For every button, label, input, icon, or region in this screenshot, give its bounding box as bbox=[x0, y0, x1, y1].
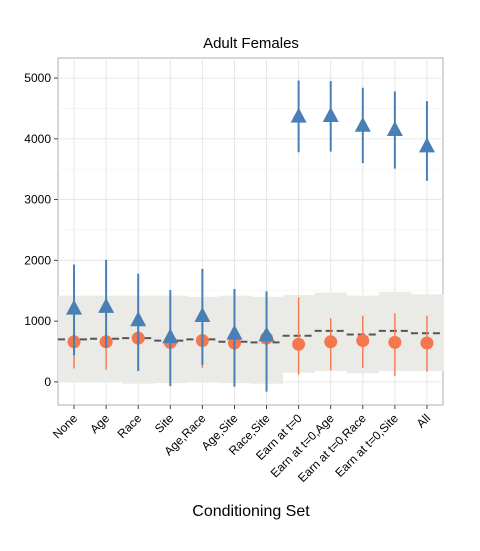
circle-point bbox=[324, 335, 338, 349]
circle-point bbox=[388, 335, 402, 349]
triangle-point bbox=[194, 306, 211, 322]
y-tick-label: 1000 bbox=[24, 314, 51, 328]
triangle-point bbox=[354, 116, 371, 132]
circle-point bbox=[356, 334, 370, 348]
triangle-point bbox=[290, 107, 307, 123]
circle-point bbox=[420, 336, 434, 350]
x-tick-label: All bbox=[414, 411, 433, 430]
triangle-point bbox=[98, 297, 115, 313]
triangle-point bbox=[66, 299, 83, 315]
triangle-point bbox=[258, 326, 275, 342]
triangle-point bbox=[130, 311, 147, 327]
y-tick-label: 3000 bbox=[24, 193, 51, 207]
x-tick-label: None bbox=[50, 411, 80, 441]
y-tick-label: 2000 bbox=[24, 253, 51, 267]
y-axis: 0 1000 2000 3000 4000 5000 bbox=[24, 71, 58, 389]
x-tick-label: Age bbox=[87, 411, 112, 436]
x-tick-label: Site bbox=[152, 411, 177, 436]
x-axis: None Age Race SiteAge,RaceAge,SiteRace,Site… bbox=[50, 405, 433, 485]
series-marks bbox=[66, 80, 435, 392]
circle-point bbox=[292, 337, 306, 351]
y-tick-label: 5000 bbox=[24, 71, 51, 85]
triangle-point bbox=[322, 107, 339, 123]
triangle-point bbox=[226, 324, 243, 340]
triangle-point bbox=[386, 121, 403, 137]
triangle-point bbox=[418, 137, 435, 153]
y-tick-label: 4000 bbox=[24, 132, 51, 146]
x-tick-label: Race bbox=[115, 411, 145, 441]
y-tick-label: 0 bbox=[44, 375, 51, 389]
triangle-point bbox=[162, 328, 179, 344]
x-axis-title: Conditioning Set bbox=[192, 503, 310, 520]
chart-title: Adult Females bbox=[203, 35, 299, 52]
